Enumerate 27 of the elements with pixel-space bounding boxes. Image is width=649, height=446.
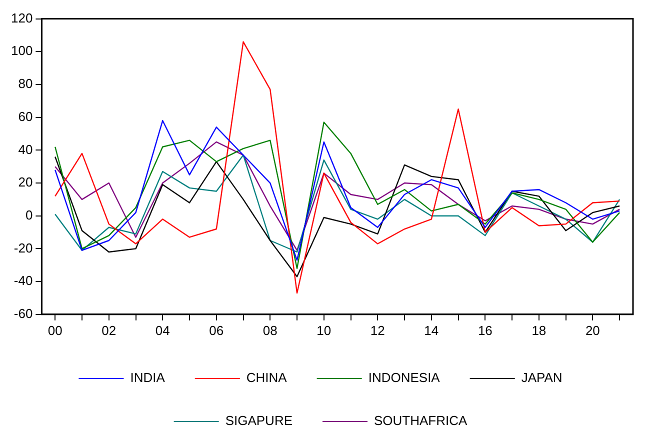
y-tick-label: 0 [25, 207, 33, 222]
legend-label: CHINA [246, 370, 288, 386]
x-tick-label: 20 [585, 322, 600, 338]
y-tick-label: 100 [10, 43, 33, 58]
legend-label: SIGAPURE [225, 413, 293, 428]
legend-label: SOUTHAFRICA [374, 413, 468, 428]
legend-label: INDONESIA [368, 370, 440, 386]
x-tick-label: 16 [478, 322, 492, 338]
x-tick-label: 10 [316, 322, 332, 338]
x-tick-label: 12 [370, 322, 385, 338]
x-tick-label: 06 [209, 322, 224, 338]
y-tick-label: -60 [14, 306, 33, 321]
y-tick-label: -20 [14, 240, 33, 256]
y-tick-label: -40 [14, 273, 33, 288]
x-tick-label: 04 [155, 322, 170, 338]
x-tick-label: 08 [262, 322, 278, 338]
x-tick-label: 14 [424, 322, 439, 338]
y-tick-label: 60 [18, 108, 33, 124]
legend-label: INDIA [130, 370, 166, 386]
x-tick-label: 02 [102, 322, 116, 338]
y-tick-label: 80 [18, 76, 33, 92]
x-tick-label: 00 [48, 322, 62, 338]
legend-label: JAPAN [521, 370, 562, 386]
x-tick-label: 18 [532, 322, 546, 338]
y-tick-label: 20 [18, 174, 33, 190]
y-tick-label: 40 [18, 142, 33, 157]
y-tick-label: 120 [10, 10, 33, 26]
